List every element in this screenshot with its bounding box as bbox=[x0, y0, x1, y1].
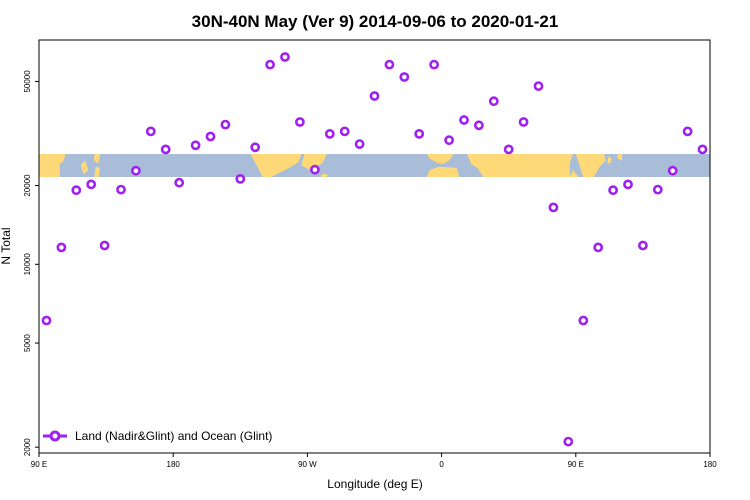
y-tick-label: 10000 bbox=[23, 253, 32, 276]
y-tick-label: 20000 bbox=[23, 174, 32, 197]
map-land-4 bbox=[250, 154, 302, 177]
y-tick-label: 2000 bbox=[23, 438, 32, 456]
map-land-1 bbox=[80, 160, 89, 175]
data-point bbox=[294, 117, 305, 127]
map-land-13 bbox=[607, 156, 612, 165]
data-point bbox=[399, 72, 410, 82]
map-land-7 bbox=[426, 154, 454, 165]
data-point bbox=[250, 142, 261, 153]
data-point bbox=[429, 59, 439, 70]
y-tick-label: 5000 bbox=[23, 334, 32, 352]
data-point bbox=[384, 59, 395, 70]
data-point bbox=[444, 135, 454, 146]
data-point bbox=[265, 59, 275, 70]
map-land-asia-west bbox=[39, 154, 60, 177]
map-land-3 bbox=[94, 166, 101, 177]
chart-title: 30N-40N May (Ver 9) 2014-09-06 to 2020-0… bbox=[192, 12, 559, 31]
data-point bbox=[518, 117, 529, 127]
map-land-asia-central bbox=[498, 154, 570, 177]
data-point bbox=[593, 242, 604, 253]
data-point bbox=[369, 91, 380, 101]
data-point bbox=[130, 165, 141, 176]
data-point bbox=[160, 144, 171, 155]
x-tick-label: 90 E bbox=[31, 460, 47, 469]
data-point bbox=[116, 184, 126, 195]
legend-label: Land (Nadir&Glint) and Ocean (Glint) bbox=[75, 429, 272, 443]
x-axis: 90 E 180 90 W 0 90 E 180 bbox=[31, 453, 717, 469]
data-point bbox=[473, 120, 484, 131]
data-point bbox=[667, 165, 678, 176]
x-axis-label: Longitude (deg E) bbox=[327, 477, 422, 491]
legend: Land (Nadir&Glint) and Ocean (Glint) bbox=[43, 429, 272, 443]
data-point bbox=[533, 81, 544, 91]
x-tick-label: 0 bbox=[439, 460, 444, 469]
data-point bbox=[459, 115, 469, 125]
data-point bbox=[235, 173, 246, 184]
map-land-5 bbox=[301, 154, 327, 171]
plot-frame bbox=[38, 39, 711, 454]
data-point bbox=[86, 179, 97, 190]
data-point bbox=[41, 315, 52, 326]
y-axis: 2000 5000 10000 20000 50000 bbox=[23, 70, 39, 456]
map-land-8 bbox=[426, 166, 460, 177]
data-point bbox=[608, 185, 618, 196]
background-map-strip bbox=[39, 154, 710, 177]
map-land-12 bbox=[575, 154, 606, 177]
x-tick-label: 90 W bbox=[298, 460, 317, 469]
data-point bbox=[414, 128, 425, 139]
x-tick-label: 180 bbox=[167, 460, 181, 469]
data-point bbox=[280, 52, 290, 62]
data-point bbox=[190, 140, 201, 151]
data-point bbox=[488, 96, 499, 107]
data-point bbox=[174, 177, 185, 188]
data-point bbox=[309, 164, 320, 175]
x-tick-label: 180 bbox=[703, 460, 717, 469]
data-point bbox=[220, 119, 231, 130]
data-point bbox=[563, 436, 574, 447]
data-point bbox=[682, 126, 693, 137]
map-land-11 bbox=[569, 170, 579, 177]
data-point bbox=[652, 184, 663, 195]
data-point bbox=[623, 179, 633, 190]
data-point bbox=[578, 315, 589, 326]
map-land-14 bbox=[617, 154, 622, 161]
map-land-9 bbox=[466, 154, 499, 177]
data-point bbox=[205, 131, 216, 142]
map-land-2 bbox=[94, 154, 101, 164]
data-point bbox=[339, 126, 350, 137]
data-point bbox=[324, 128, 335, 139]
data-point bbox=[145, 126, 156, 137]
y-tick-label: 50000 bbox=[23, 70, 32, 93]
data-point bbox=[71, 185, 82, 196]
data-point bbox=[697, 144, 708, 155]
data-point bbox=[548, 202, 559, 213]
map-land-6 bbox=[320, 173, 329, 177]
data-point bbox=[638, 240, 648, 251]
legend-marker bbox=[49, 430, 61, 442]
data-point bbox=[354, 139, 365, 149]
x-tick-label: 90 E bbox=[568, 460, 584, 469]
data-point bbox=[99, 240, 110, 251]
data-point bbox=[503, 144, 514, 155]
data-points bbox=[41, 52, 708, 447]
y-axis-label: N Total bbox=[0, 227, 13, 264]
data-point bbox=[56, 242, 67, 253]
